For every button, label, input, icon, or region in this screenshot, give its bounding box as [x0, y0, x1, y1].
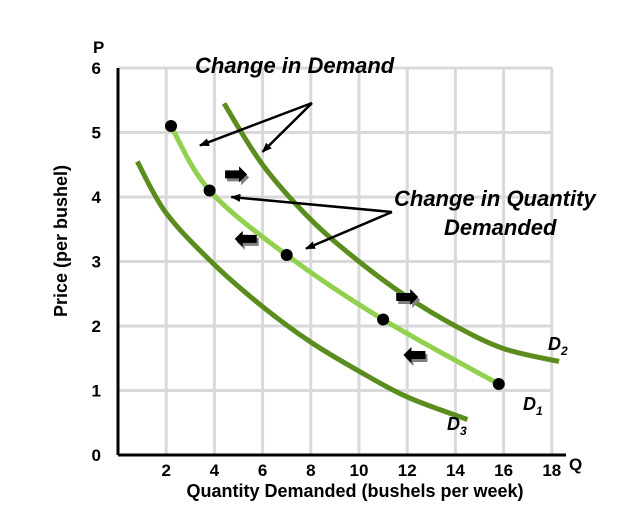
x-tick-label: 16	[494, 461, 513, 480]
annotation-change-in-quantity: Change in Quantity	[394, 186, 597, 211]
annotation-pointers	[199, 101, 393, 250]
shift-arrow-left	[403, 347, 426, 364]
data-point	[492, 378, 505, 391]
data-point	[165, 120, 178, 133]
shift-arrow-right	[225, 166, 248, 183]
data-points	[165, 120, 505, 391]
y-axis-title: Price (per bushel)	[51, 165, 71, 317]
pointer-demand-to-d1	[199, 101, 313, 147]
y-tick-label: 1	[92, 382, 101, 401]
y-tick-label: 3	[92, 253, 101, 272]
demand-curve-d2	[221, 102, 560, 364]
y-tick-label: 6	[92, 59, 101, 78]
pointer-quantity-upper	[230, 193, 393, 214]
data-point	[377, 313, 390, 326]
curve-label-d3: D3	[447, 414, 467, 438]
curve-label-d2: D2	[548, 334, 568, 358]
x-axis-title: Quantity Demanded (bushels per week)	[186, 481, 523, 501]
y-tick-label: 5	[92, 124, 101, 143]
x-tick-label: 10	[350, 461, 369, 480]
demand-curve-d3	[135, 160, 469, 422]
annotation-demanded: Demanded	[444, 215, 557, 240]
x-axis-symbol: Q	[569, 455, 582, 474]
x-tick-label: 2	[161, 461, 170, 480]
x-tick-label: 8	[306, 461, 315, 480]
x-tick-label: 12	[398, 461, 417, 480]
pointer-demand-to-d2	[261, 102, 313, 153]
x-tick-label: 18	[542, 461, 561, 480]
y-axis-symbol: P	[93, 38, 104, 57]
shift-arrow-right	[396, 288, 419, 305]
shift-arrows	[225, 166, 428, 367]
annotation-change-in-demand: Change in Demand	[195, 53, 395, 78]
x-tick-label: 14	[446, 461, 465, 480]
y-tick-label: 4	[92, 188, 102, 207]
x-tick-label: 6	[258, 461, 267, 480]
pointer-quantity-lower	[305, 210, 393, 250]
x-tick-label: 4	[210, 461, 220, 480]
y-tick-label: 0	[92, 446, 101, 465]
curve-label-d1: D1	[523, 394, 543, 418]
grid	[118, 66, 554, 455]
demand-curve-d1	[168, 124, 500, 387]
shift-arrow-left	[234, 230, 257, 247]
data-point	[203, 184, 216, 197]
data-point	[280, 249, 293, 262]
y-tick-label: 2	[92, 317, 101, 336]
